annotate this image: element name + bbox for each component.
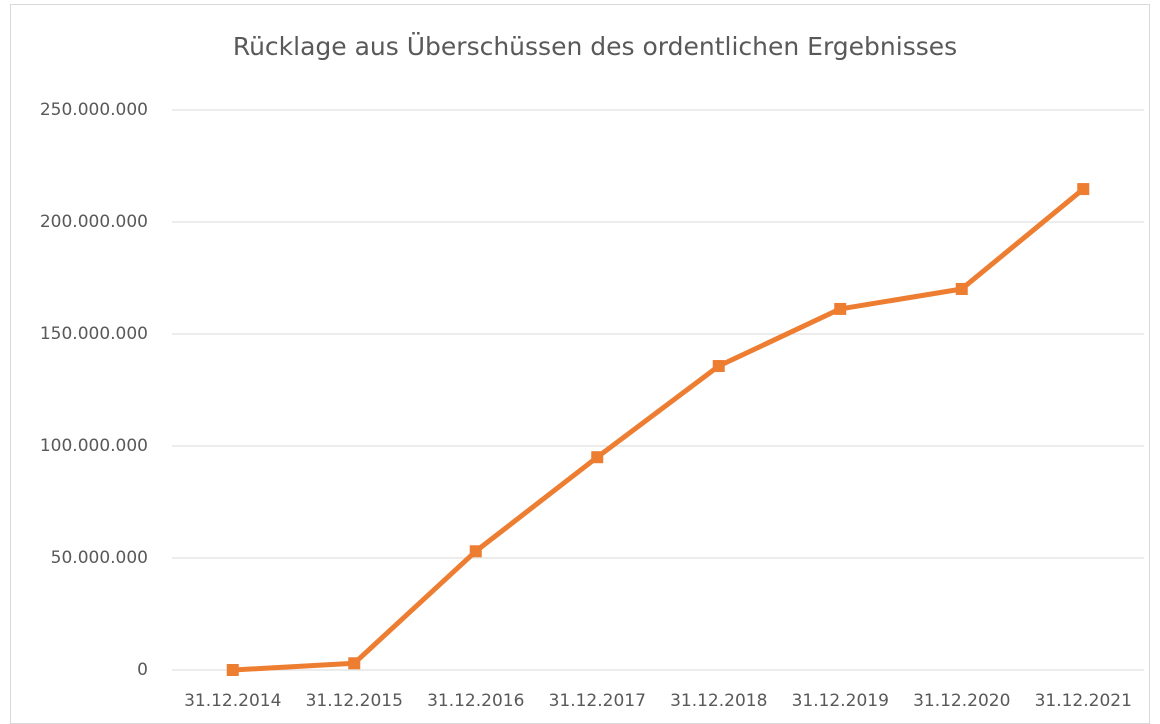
x-tick-label: 31.12.2016 <box>427 691 524 711</box>
y-tick-label: 200.000.000 <box>40 212 148 232</box>
y-tick-label: 150.000.000 <box>40 324 148 344</box>
x-tick-label: 31.12.2017 <box>549 691 646 711</box>
x-tick-label: 31.12.2014 <box>184 691 281 711</box>
y-tick-label: 250.000.000 <box>40 100 148 120</box>
chart-title: Rücklage aus Überschüssen des ordentlich… <box>233 32 957 61</box>
marker <box>955 282 968 295</box>
marker <box>1077 183 1090 196</box>
chart-border <box>10 4 1150 724</box>
x-tick-label: 31.12.2018 <box>670 691 767 711</box>
marker <box>226 664 239 676</box>
y-tick-label: 50.000.000 <box>51 548 148 568</box>
y-tick-label: 100.000.000 <box>40 436 148 456</box>
line <box>232 187 1085 673</box>
marker <box>591 451 604 464</box>
x-tick-label: 31.12.2021 <box>1035 691 1132 711</box>
x-tick-label: 31.12.2015 <box>306 691 403 711</box>
x-tick-label: 31.12.2020 <box>913 691 1010 711</box>
marker <box>469 545 482 558</box>
marker <box>348 657 361 670</box>
y-tick-label: 0 <box>137 660 148 680</box>
marker <box>712 360 725 373</box>
x-tick-label: 31.12.2019 <box>792 691 889 711</box>
marker <box>834 302 847 315</box>
